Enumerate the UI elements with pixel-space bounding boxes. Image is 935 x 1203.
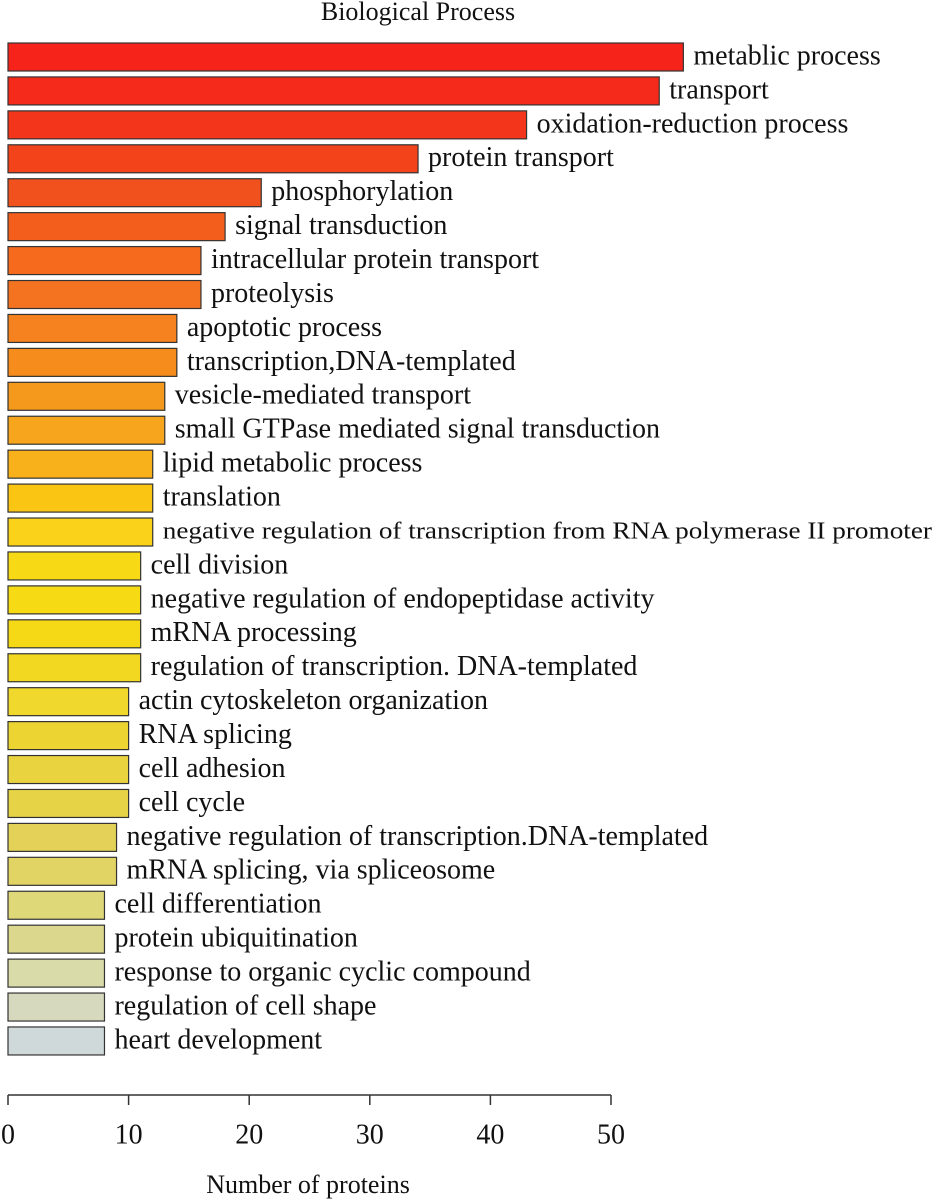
bar-label: mRNA processing bbox=[151, 617, 357, 648]
bar bbox=[7, 415, 166, 445]
bar bbox=[7, 958, 106, 988]
bar-label: heart development bbox=[114, 1024, 322, 1055]
bar bbox=[7, 551, 142, 581]
bar bbox=[7, 483, 154, 513]
bar-label: proteolysis bbox=[211, 278, 334, 309]
bar bbox=[7, 822, 118, 852]
bar-label: cell cycle bbox=[139, 787, 245, 818]
bar bbox=[7, 1026, 106, 1056]
bar bbox=[7, 653, 142, 683]
bar-label: intracellular protein transport bbox=[211, 244, 539, 275]
bar bbox=[7, 144, 419, 174]
bar bbox=[7, 449, 154, 479]
bar bbox=[7, 856, 118, 886]
bar-label: cell division bbox=[151, 549, 289, 580]
bar-label: cell adhesion bbox=[139, 753, 286, 784]
bar-label: mRNA splicing, via spliceosome bbox=[127, 855, 496, 886]
bar-label: small GTPase mediated signal transductio… bbox=[175, 414, 660, 445]
bar bbox=[7, 381, 166, 411]
bar bbox=[7, 347, 178, 377]
bar-label: apoptotic process bbox=[187, 312, 382, 343]
bar bbox=[7, 890, 106, 920]
bar bbox=[7, 619, 142, 649]
x-tick-label: 40 bbox=[476, 1119, 504, 1150]
bar-label: protein ubiquitination bbox=[114, 923, 357, 954]
bar-label: actin cytoskeleton organization bbox=[139, 685, 488, 716]
x-tick-label: 30 bbox=[356, 1119, 384, 1150]
bar-label: RNA splicing bbox=[139, 719, 292, 750]
bar-label: transcription,DNA-templated bbox=[187, 346, 516, 377]
bar-label: regulation of cell shape bbox=[114, 990, 376, 1021]
bar-label: translation bbox=[163, 482, 281, 513]
bar bbox=[7, 245, 202, 276]
x-tick-label: 20 bbox=[235, 1119, 263, 1150]
bar-label: signal transduction bbox=[235, 210, 447, 241]
bar bbox=[7, 110, 528, 140]
bar bbox=[7, 924, 106, 954]
bar-label: metablic process bbox=[693, 40, 880, 71]
bar-label: lipid metabolic process bbox=[163, 448, 423, 479]
bar bbox=[7, 76, 660, 106]
bar-label: protein transport bbox=[428, 142, 614, 173]
bar-label: negative regulation of endopeptidase act… bbox=[151, 583, 655, 614]
bar-label: oxidation-reduction process bbox=[537, 108, 849, 139]
bar bbox=[7, 517, 154, 547]
bar bbox=[7, 992, 106, 1022]
bar bbox=[7, 788, 130, 819]
bar bbox=[7, 212, 226, 242]
bar bbox=[7, 279, 202, 310]
bar bbox=[7, 42, 684, 72]
x-tick-label: 0 bbox=[1, 1119, 15, 1150]
bar bbox=[7, 585, 142, 615]
x-axis-title: Number of proteins bbox=[206, 1170, 410, 1199]
bar bbox=[7, 178, 262, 208]
bar-label: transport bbox=[669, 74, 769, 105]
bar-label: response to organic cyclic compound bbox=[114, 957, 530, 988]
x-tick-label: 10 bbox=[115, 1119, 143, 1150]
bar-label: regulation of transcription. DNA-templat… bbox=[151, 651, 638, 682]
bar-label: negative regulation of transcription.DNA… bbox=[127, 821, 709, 852]
bar-label: cell differentiation bbox=[114, 889, 321, 920]
bar-label: vesicle-mediated transport bbox=[175, 380, 471, 411]
chart-title: Biological Process bbox=[321, 0, 515, 26]
bar bbox=[7, 687, 130, 717]
bar-label: phosphorylation bbox=[271, 176, 453, 207]
x-tick-label: 50 bbox=[597, 1119, 625, 1150]
bar bbox=[7, 754, 130, 785]
bar bbox=[7, 313, 178, 344]
bar-label: negative regulation of transcription fro… bbox=[163, 519, 932, 545]
bar bbox=[7, 720, 130, 751]
